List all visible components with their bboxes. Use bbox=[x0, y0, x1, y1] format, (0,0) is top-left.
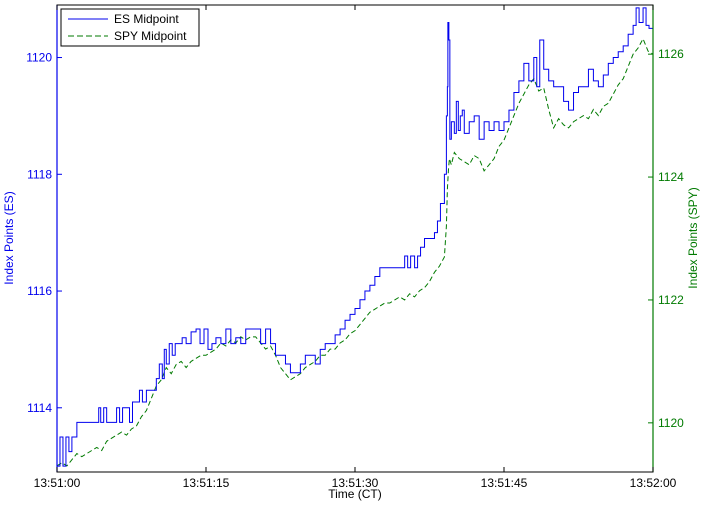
y-right-tick-label: 1126 bbox=[658, 47, 684, 61]
y-left-axis-label: Index Points (ES) bbox=[2, 191, 16, 284]
legend: ES Midpoint SPY Midpoint bbox=[60, 8, 200, 47]
y-right-tick-label: 1122 bbox=[658, 293, 684, 307]
y-right-axis-ticks: 1120 1122 1124 1126 bbox=[648, 47, 684, 430]
x-tick-label: 13:52:00 bbox=[630, 476, 677, 490]
x-tick-label: 13:51:00 bbox=[34, 476, 81, 490]
y-left-tick-label: 1114 bbox=[27, 401, 52, 415]
y-right-tick-label: 1124 bbox=[658, 170, 684, 184]
x-axis-ticks: 13:51:00 13:51:15 13:51:30 13:51:45 13:52:00 bbox=[34, 5, 677, 490]
x-tick-label: 13:51:45 bbox=[481, 476, 528, 490]
y-left-tick-label: 1120 bbox=[26, 51, 52, 65]
legend-box bbox=[60, 8, 200, 47]
x-tick-label: 13:51:15 bbox=[183, 476, 230, 490]
spy-midpoint-line bbox=[56, 37, 654, 467]
x-axis-label: Time (CT) bbox=[328, 487, 382, 501]
x-tick-label: 13:51:30 bbox=[332, 476, 379, 490]
es-midpoint-line bbox=[57, 7, 653, 467]
y-left-tick-label: 1116 bbox=[27, 284, 52, 298]
y-left-tick-label: 1118 bbox=[27, 167, 52, 181]
y-right-tick-label: 1120 bbox=[658, 416, 684, 430]
legend-label-es: ES Midpoint bbox=[114, 12, 179, 26]
series-layer bbox=[56, 7, 654, 467]
y-right-axis-label: Index Points (SPY) bbox=[686, 187, 700, 288]
y-left-axis-ticks: 1114 1116 1118 1120 bbox=[26, 51, 62, 415]
legend-label-spy: SPY Midpoint bbox=[114, 29, 187, 43]
